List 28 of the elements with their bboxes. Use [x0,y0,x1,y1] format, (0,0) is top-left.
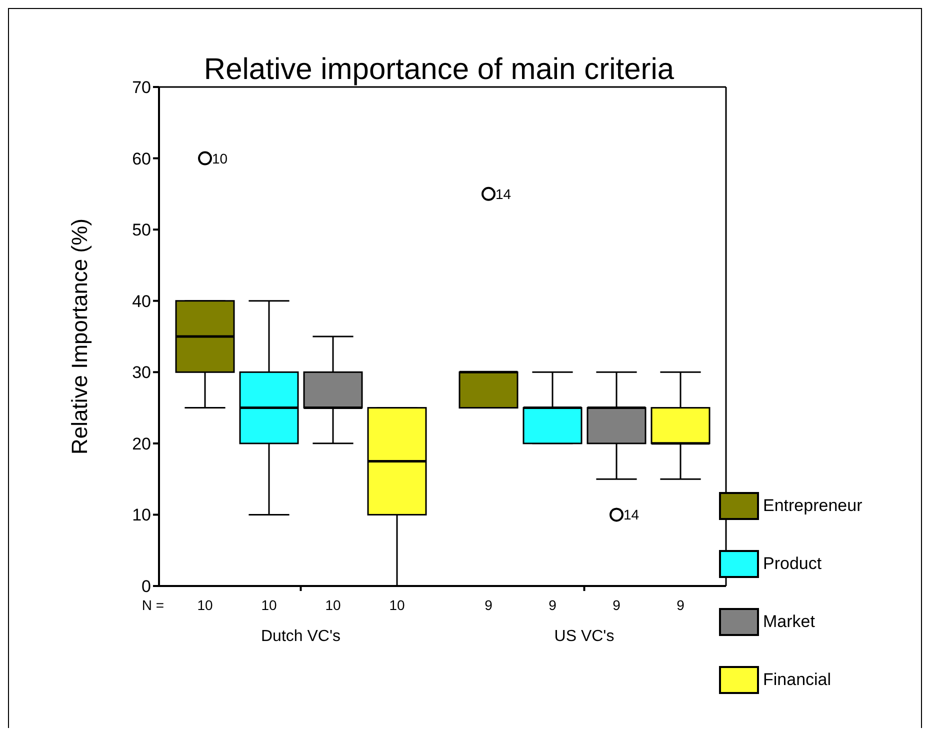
y-tick-label: 30 [132,363,151,382]
text: 9 [548,597,557,613]
y-tick-label: 60 [132,149,151,168]
y-tick-label: 20 [132,434,151,454]
legend-label: Product [763,554,822,574]
legend-label: Market [763,612,815,632]
y-axis-title: Relative Importance (%) [66,218,92,454]
text: 10 [261,597,278,613]
x-tick-label: US VC's [554,628,614,645]
annotation: 14 [624,506,640,523]
text: 10 [389,597,406,613]
x-tick-label: Dutch VC's [260,628,341,645]
text: 10 [197,597,214,613]
legend-label: Entrepreneur [763,496,862,516]
y-tick-label: 10 [132,506,151,525]
y-tick-label: 50 [132,220,151,240]
annotation: 10 [212,150,228,166]
text: 9 [612,597,621,613]
text: 9 [676,597,685,613]
chart-title: Relative importance of main criteria [204,53,674,86]
annotation: 14 [496,186,512,202]
y-tick-label: 70 [132,78,151,98]
legend-label: Financial [763,670,832,690]
y-tick-label: 40 [132,292,151,311]
text: 10 [325,597,342,613]
text: N = [142,597,164,613]
text: 9 [484,597,493,613]
y-tick-label: 0 [142,577,151,596]
